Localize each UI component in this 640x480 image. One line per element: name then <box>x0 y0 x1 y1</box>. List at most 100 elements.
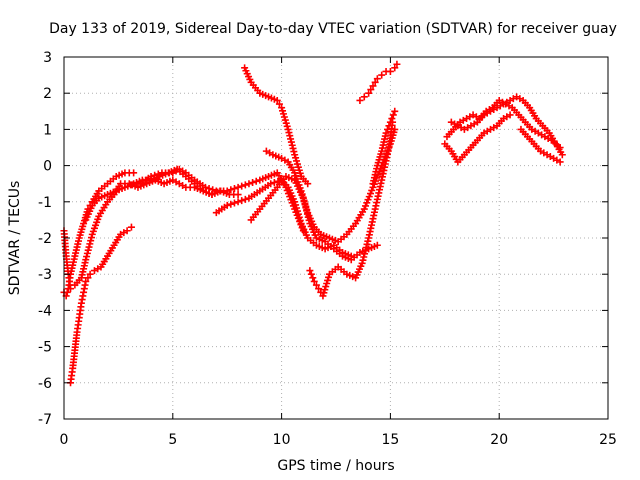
data-point <box>63 288 71 296</box>
y-tick-label: -4 <box>38 303 52 319</box>
data-point <box>290 148 298 156</box>
data-point <box>556 158 564 166</box>
data-point <box>371 78 379 86</box>
data-point <box>87 237 95 245</box>
data-point <box>310 277 318 285</box>
data-point <box>360 93 368 101</box>
data-point <box>238 197 246 205</box>
data-point <box>275 100 283 108</box>
data-point <box>288 141 296 149</box>
data-point <box>383 125 391 133</box>
data-point <box>362 244 370 252</box>
data-point <box>238 182 246 190</box>
data-point <box>234 191 242 199</box>
data-point <box>364 237 372 245</box>
data-point <box>286 132 294 140</box>
ticks-layer: 0 5 10 15 20 25 -7 -6 -5 -4 -3 -2 -1 0 1 2 3 <box>38 50 617 448</box>
data-point <box>309 274 317 282</box>
data-point <box>307 270 315 278</box>
data-point <box>230 185 238 193</box>
data-point <box>234 183 242 191</box>
y-axis-label: SDTVAR / TECUs <box>7 181 23 296</box>
data-point <box>209 186 217 194</box>
data-point <box>289 144 297 152</box>
data-point <box>361 247 369 255</box>
data-point <box>506 111 514 119</box>
data-point <box>284 125 292 133</box>
data-point <box>365 89 373 97</box>
y-tick-label: -3 <box>38 267 52 283</box>
series-arc-11 <box>356 60 401 104</box>
data-point <box>123 227 131 235</box>
data-point <box>360 253 368 261</box>
y-tick-label: -1 <box>38 195 52 211</box>
data-point <box>147 172 155 180</box>
data-point <box>287 138 295 146</box>
series-arc-12 <box>369 107 399 188</box>
data-point <box>130 169 138 177</box>
x-tick-label: 25 <box>599 432 617 448</box>
y-tick-label: -2 <box>38 231 52 247</box>
y-tick-label: 2 <box>43 86 52 102</box>
data-point <box>86 240 94 248</box>
series-arc-16 <box>517 125 564 166</box>
series-arc-14 <box>447 93 566 159</box>
data-point <box>127 223 135 231</box>
data-point <box>391 125 399 133</box>
data-point <box>230 199 238 207</box>
series-arc-9 <box>262 125 399 246</box>
data-point <box>391 107 399 115</box>
data-point <box>151 171 159 179</box>
data-point <box>388 115 396 123</box>
data-point <box>270 178 278 186</box>
data-point <box>245 180 253 188</box>
x-tick-label: 5 <box>168 432 177 448</box>
x-tick-label: 15 <box>381 432 399 448</box>
data-point <box>82 277 90 285</box>
data-point <box>358 259 366 267</box>
data-marks-layer <box>60 60 566 387</box>
data-point <box>86 270 94 278</box>
data-point <box>558 151 566 159</box>
data-point <box>285 129 293 137</box>
data-point <box>363 240 371 248</box>
chart-title: Day 133 of 2019, Sidereal Day-to-day VTE… <box>49 21 617 37</box>
series-arc-6 <box>212 176 355 260</box>
y-tick-label: 0 <box>43 159 52 175</box>
data-point <box>312 281 320 289</box>
data-point <box>154 170 162 178</box>
data-point <box>304 180 312 188</box>
data-point <box>391 64 399 72</box>
data-point <box>249 178 257 186</box>
data-point <box>223 187 231 195</box>
data-point <box>373 75 381 83</box>
data-point <box>385 122 393 130</box>
y-tick-label: -5 <box>38 340 52 356</box>
data-point <box>267 180 275 188</box>
data-point <box>287 135 295 143</box>
data-point <box>223 201 231 209</box>
series-arc-10 <box>306 118 397 300</box>
x-tick-label: 20 <box>490 432 508 448</box>
data-point <box>205 185 213 193</box>
y-tick-label: -7 <box>38 412 52 428</box>
data-point <box>201 183 209 191</box>
y-tick-label: 3 <box>43 50 52 66</box>
data-point <box>273 96 281 104</box>
data-point <box>82 256 90 264</box>
series-arc-3 <box>67 223 135 387</box>
data-point <box>87 234 95 242</box>
data-point <box>227 200 235 208</box>
x-axis-label: GPS time / hours <box>277 458 394 474</box>
data-point <box>85 243 93 251</box>
data-point <box>373 241 381 249</box>
data-point <box>234 198 242 206</box>
series-arc-5 <box>136 165 307 235</box>
data-point <box>84 246 92 254</box>
data-point <box>386 118 394 126</box>
data-point <box>315 285 323 293</box>
data-point <box>227 186 235 194</box>
x-tick-label: 10 <box>273 432 291 448</box>
data-point <box>382 129 390 137</box>
data-point <box>389 111 397 119</box>
